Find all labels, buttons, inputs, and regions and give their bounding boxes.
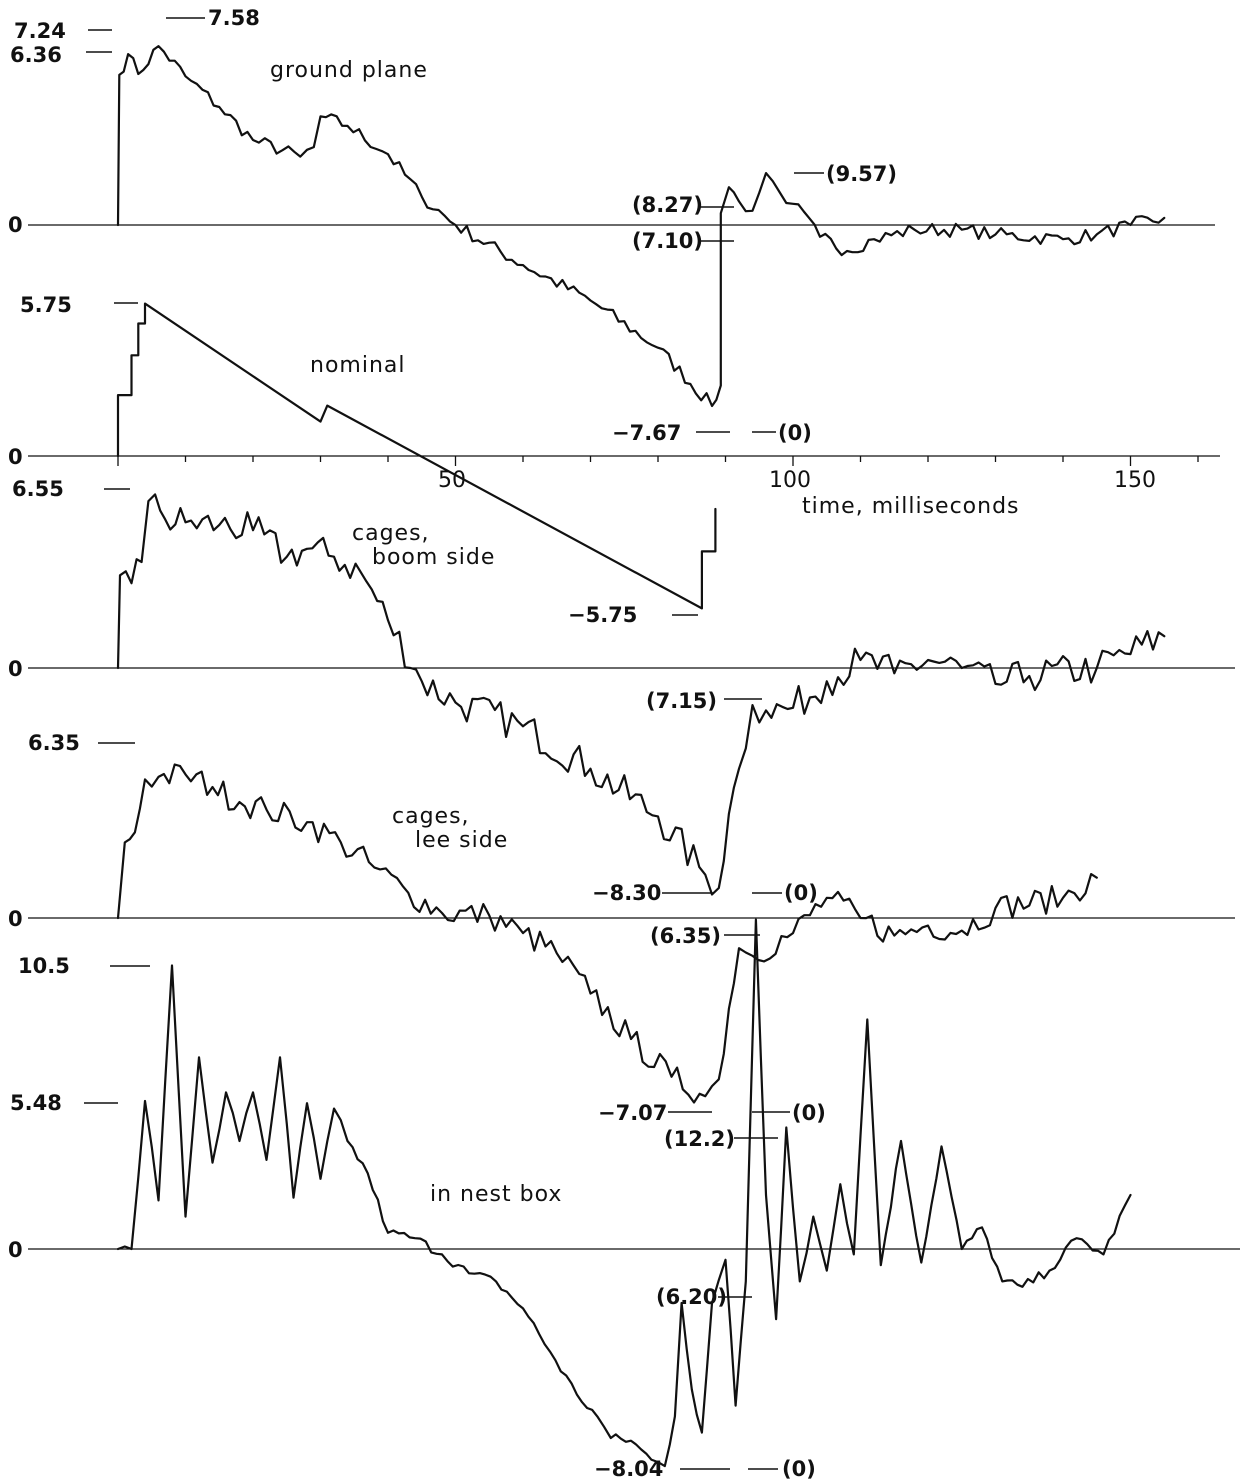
series-name-lee-side: cages,: [392, 804, 470, 829]
series-name-lee-side-2: lee side: [415, 828, 508, 853]
label-minus-8-30: −8.30: [592, 881, 661, 905]
label-6-35-paren: (6.35): [650, 924, 721, 948]
label-8-27: (8.27): [632, 193, 703, 217]
label-6-20: (6.20): [656, 1285, 727, 1309]
trace-ground-plane: [116, 45, 1166, 408]
x-tick-label-50: 50: [438, 468, 466, 493]
label-6-36: 6.36: [10, 43, 62, 67]
label-zero-nest: (0): [782, 1457, 816, 1481]
label-10-5: 10.5: [18, 954, 70, 978]
series-name-nest-box: in nest box: [430, 1182, 562, 1207]
zero-label-nest-box: 0: [8, 1238, 23, 1262]
label-minus-8-04: −8.04: [594, 1457, 663, 1481]
label-zero-boom: (0): [784, 881, 818, 905]
series-name-nominal: nominal: [310, 353, 405, 378]
label-12-2: (12.2): [664, 1127, 735, 1151]
trace-nominal: [116, 302, 717, 610]
label-minus-7-07: −7.07: [598, 1101, 667, 1125]
label-6-35: 6.35: [28, 731, 80, 755]
trace-boom-side: [116, 493, 1166, 896]
series-name-boom-side: cages,: [352, 521, 430, 546]
label-zero-ground: (0): [778, 421, 812, 445]
label-5-48: 5.48: [10, 1091, 62, 1115]
x-tick-label-150: 150: [1114, 468, 1156, 493]
trace-nest-box: [116, 918, 1132, 1468]
zero-label-boom-side: 0: [8, 657, 23, 681]
x-tick-label-100: 100: [769, 468, 811, 493]
label-leaders: [84, 17, 824, 1470]
label-6-55: 6.55: [12, 477, 64, 501]
label-7-58: 7.58: [208, 6, 260, 30]
zero-label-ground-plane: 0: [8, 213, 23, 237]
label-9-57: (9.57): [826, 162, 897, 186]
traces: [116, 45, 1166, 1468]
series-name-boom-side-2: boom side: [372, 545, 495, 570]
label-minus-7-67: −7.67: [612, 421, 681, 445]
label-5-75: 5.75: [20, 293, 72, 317]
x-axis-title: time, milliseconds: [802, 494, 1020, 519]
baselines: [28, 224, 1240, 1250]
label-minus-5-75: −5.75: [568, 603, 637, 627]
time-axis: 50 100 150 time, milliseconds: [117, 456, 1199, 519]
series-name-ground-plane: ground plane: [270, 58, 428, 83]
label-7-10: (7.10): [632, 229, 703, 253]
label-7-15: (7.15): [646, 689, 717, 713]
label-zero-lee: (0): [792, 1101, 826, 1125]
zero-label-nominal: 0: [8, 445, 23, 469]
trace-lee-side: [116, 763, 1098, 1104]
zero-label-lee-side: 0: [8, 907, 23, 931]
label-7-24: 7.24: [14, 19, 66, 43]
